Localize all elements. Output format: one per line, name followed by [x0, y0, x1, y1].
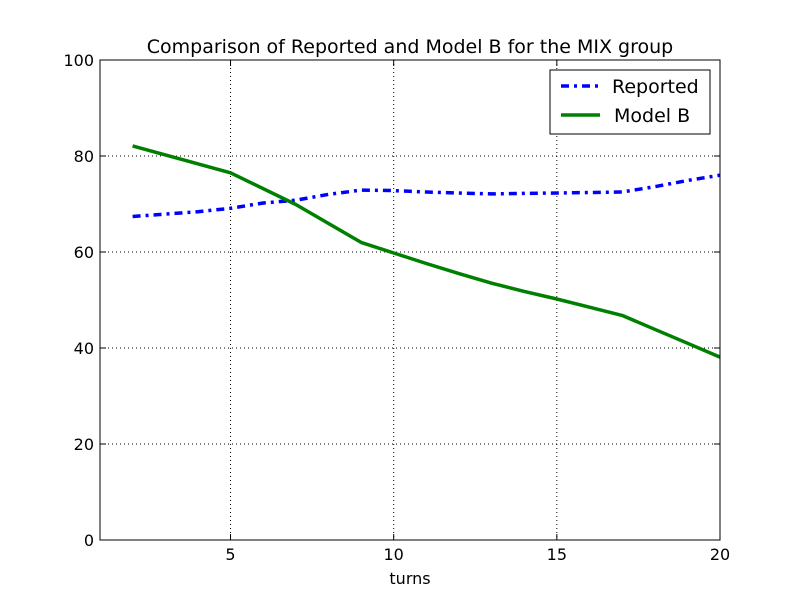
plot-frame — [99, 59, 721, 541]
y-tick-label: 40 — [74, 339, 94, 358]
series-line-reported — [132, 173, 721, 219]
legend-label-reported: Reported — [612, 76, 699, 98]
chart-title: Comparison of Reported and Model B for t… — [147, 36, 674, 58]
legend-box — [549, 69, 711, 135]
x-tick-label: 15 — [547, 545, 567, 564]
x-axis-label: turns — [389, 569, 430, 588]
legend: Reported Model B — [549, 69, 711, 135]
series-layer — [132, 144, 721, 359]
y-tick-label: 0 — [84, 531, 94, 550]
legend-label-model-b: Model B — [614, 105, 690, 127]
y-tick-label: 100 — [63, 51, 94, 70]
x-tick-label: 5 — [225, 545, 235, 564]
series-line-model-b — [132, 144, 721, 359]
x-tick-label: 10 — [384, 545, 404, 564]
y-tick-label: 80 — [74, 147, 94, 166]
axis-ticks: 5 10 15 20 0 20 40 60 80 100 — [63, 51, 730, 564]
y-tick-label: 20 — [74, 435, 94, 454]
x-tick-label: 20 — [710, 545, 730, 564]
y-tick-label: 60 — [74, 243, 94, 262]
